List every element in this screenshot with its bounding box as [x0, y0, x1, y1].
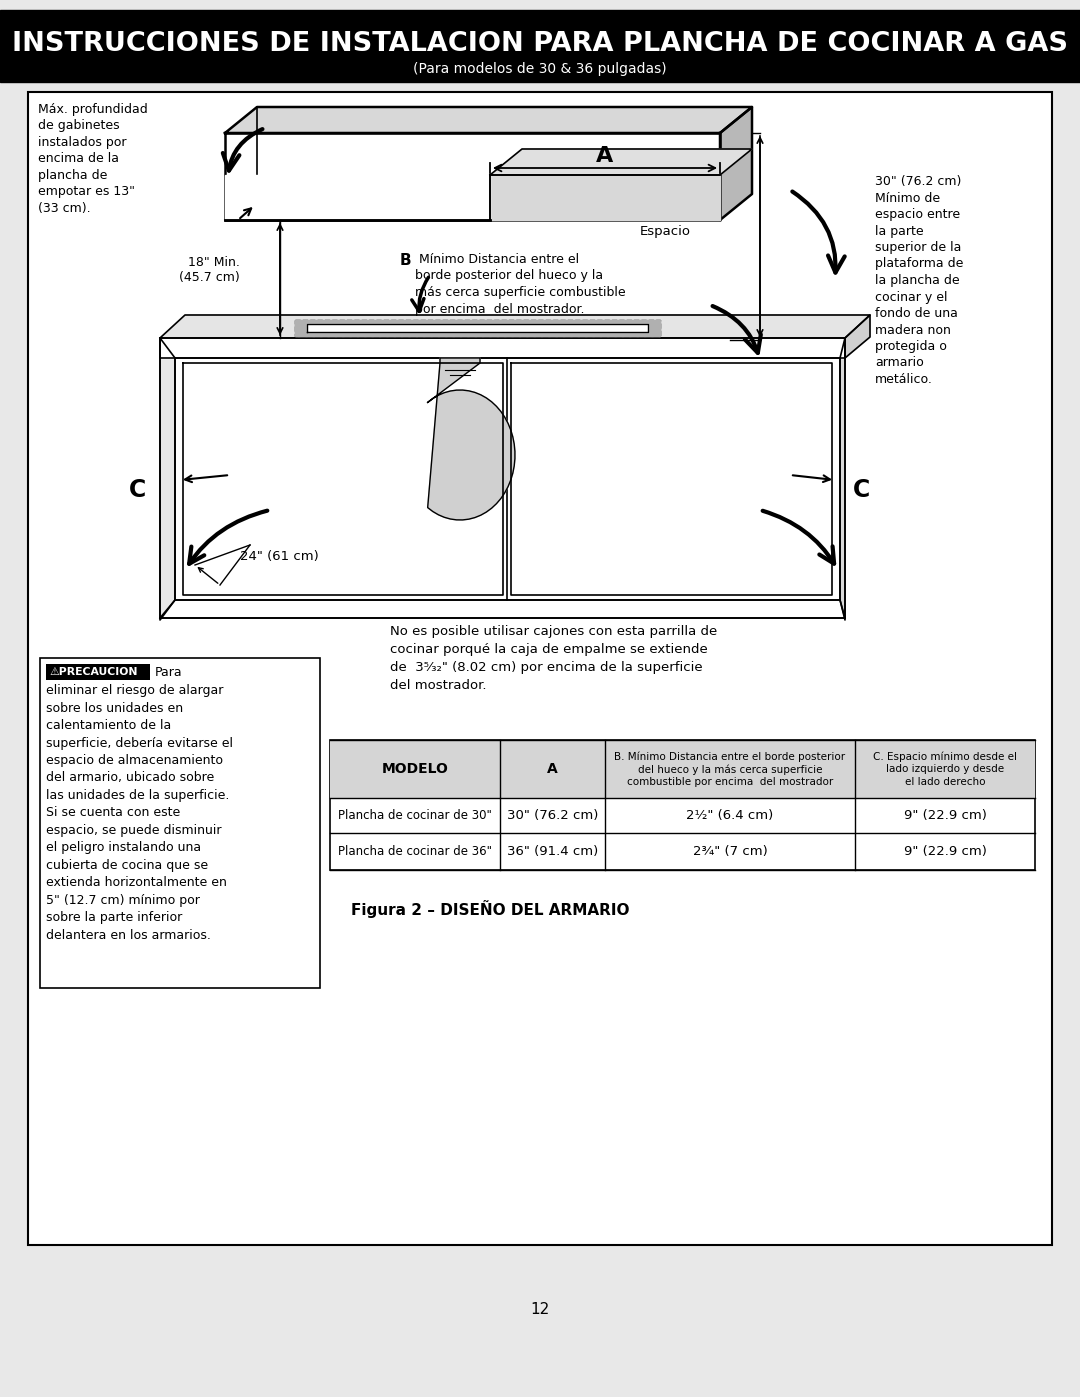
Polygon shape — [428, 358, 515, 520]
Text: 18" Min.
(45.7 cm): 18" Min. (45.7 cm) — [179, 256, 240, 285]
Bar — [330, 740, 1035, 798]
Text: eliminar el riesgo de alargar
sobre los unidades en
calentamiento de la
superfic: eliminar el riesgo de alargar sobre los … — [46, 685, 233, 942]
Text: ⚠PRECAUCION: ⚠PRECAUCION — [49, 666, 137, 678]
Polygon shape — [160, 314, 870, 338]
Bar — [28, 92, 1052, 1245]
Text: 9" (22.9 cm): 9" (22.9 cm) — [904, 809, 986, 821]
Text: INSTRUCCIONES DE INSTALACION PARA PLANCHA DE COCINAR A GAS: INSTRUCCIONES DE INSTALACION PARA PLANCH… — [12, 31, 1068, 57]
Text: C. Espacio mínimo desde el
lado izquierdo y desde
el lado derecho: C. Espacio mínimo desde el lado izquierd… — [873, 752, 1017, 787]
Text: B: B — [400, 253, 411, 268]
Bar — [40, 658, 320, 988]
Polygon shape — [845, 314, 870, 358]
Text: C: C — [853, 478, 870, 502]
Text: 30" (76.2 cm)
Mínimo de
espacio entre
la parte
superior de la
plataforma de
la p: 30" (76.2 cm) Mínimo de espacio entre la… — [875, 175, 963, 386]
Text: 2½" (6.4 cm): 2½" (6.4 cm) — [687, 809, 773, 821]
Polygon shape — [490, 175, 720, 219]
Polygon shape — [175, 358, 840, 599]
Text: 36" (91.4 cm): 36" (91.4 cm) — [507, 845, 598, 858]
Polygon shape — [490, 149, 752, 175]
Text: Plancha de cocinar de 30": Plancha de cocinar de 30" — [338, 809, 491, 821]
Text: Mínimo Distancia entre el
borde posterior del hueco y la
más cerca superficie co: Mínimo Distancia entre el borde posterio… — [415, 253, 625, 316]
Polygon shape — [295, 320, 660, 332]
Bar — [46, 664, 150, 680]
Text: Plancha de cocinar de 36": Plancha de cocinar de 36" — [338, 845, 492, 858]
Polygon shape — [225, 133, 720, 219]
Text: C: C — [130, 478, 147, 502]
Text: A: A — [548, 761, 558, 775]
Text: 24" (61 cm): 24" (61 cm) — [240, 550, 319, 563]
Polygon shape — [295, 320, 660, 337]
Text: Espacio: Espacio — [640, 225, 691, 239]
Text: 9" (22.9 cm): 9" (22.9 cm) — [904, 845, 986, 858]
Text: No es posible utilisar cajones con esta parrilla de
cocinar porqué la caja de em: No es posible utilisar cajones con esta … — [390, 624, 717, 692]
Polygon shape — [295, 324, 660, 337]
Text: 2¾" (7 cm): 2¾" (7 cm) — [692, 845, 768, 858]
Text: 30" (76.2 cm): 30" (76.2 cm) — [507, 809, 598, 821]
Polygon shape — [160, 338, 175, 620]
Text: A: A — [596, 147, 613, 166]
Polygon shape — [225, 108, 752, 133]
Polygon shape — [720, 108, 752, 219]
Polygon shape — [160, 338, 845, 358]
Text: 12: 12 — [530, 1302, 550, 1317]
Text: Máx. profundidad
de gabinetes
instalados por
encima de la
plancha de
empotar es : Máx. profundidad de gabinetes instalados… — [38, 103, 148, 215]
Text: (Para modelos de 30 & 36 pulgadas): (Para modelos de 30 & 36 pulgadas) — [414, 61, 666, 75]
Polygon shape — [840, 338, 845, 620]
Text: Figura 2 – DISEÑO DEL ARMARIO: Figura 2 – DISEÑO DEL ARMARIO — [351, 900, 630, 918]
Polygon shape — [225, 175, 490, 219]
Bar — [0, 10, 1080, 82]
Bar — [330, 740, 1035, 870]
Text: Para: Para — [156, 665, 183, 679]
Text: MODELO: MODELO — [381, 761, 448, 775]
Polygon shape — [307, 324, 648, 332]
Text: B. Mínimo Distancia entre el borde posterior
del hueco y la más cerca superficie: B. Mínimo Distancia entre el borde poste… — [615, 752, 846, 787]
